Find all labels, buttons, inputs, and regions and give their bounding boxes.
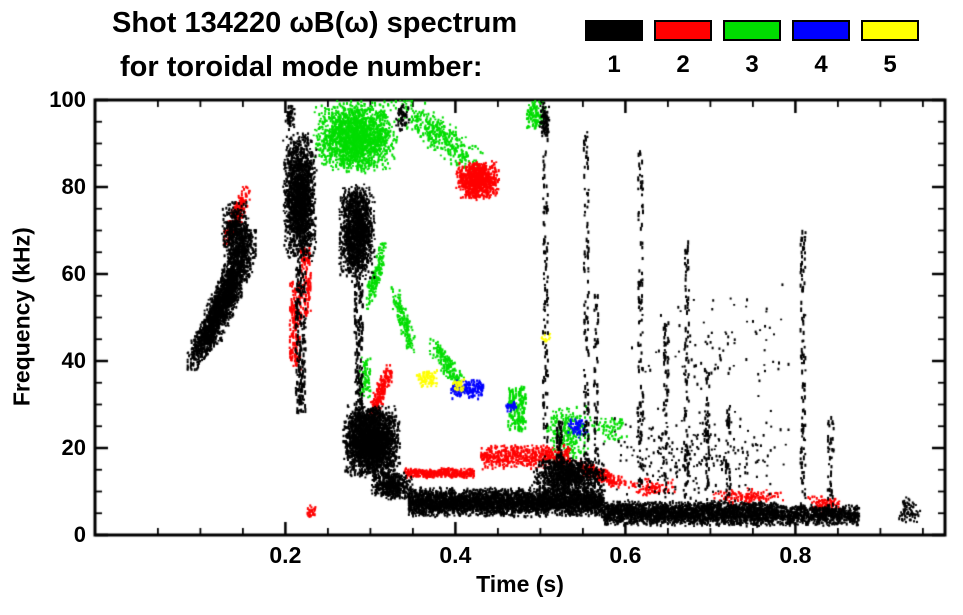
legend-swatch-n1 [585,20,643,41]
x-tick-label: 0.8 [779,542,812,568]
x-tick-label: 0.2 [269,542,302,568]
chart-subtitle: for toroidal mode number: [120,51,483,83]
x-axis-label: Time (s) [476,571,564,597]
chart-title: Shot 134220 ωB(ω) spectrum [112,7,518,39]
x-tick-label: 0.4 [439,542,472,568]
legend-swatch-n3 [723,20,781,41]
y-tick-label: 100 [49,87,86,112]
y-tick-label: 20 [61,435,86,460]
legend-label-n4: 4 [814,51,828,78]
legend-label-n1: 1 [607,51,621,78]
y-tick-label: 40 [61,348,86,373]
legend-swatch-n2 [654,20,712,41]
legend-label-n5: 5 [883,51,897,78]
y-tick-label: 0 [73,522,86,547]
legend-swatch-n5 [861,20,919,41]
legend-label-n2: 2 [676,51,690,78]
legend-label-n3: 3 [745,51,759,78]
y-tick-label: 60 [61,261,86,286]
legend-swatch-n4 [792,20,850,41]
y-tick-label: 80 [61,174,86,199]
x-tick-label: 0.6 [609,542,642,568]
